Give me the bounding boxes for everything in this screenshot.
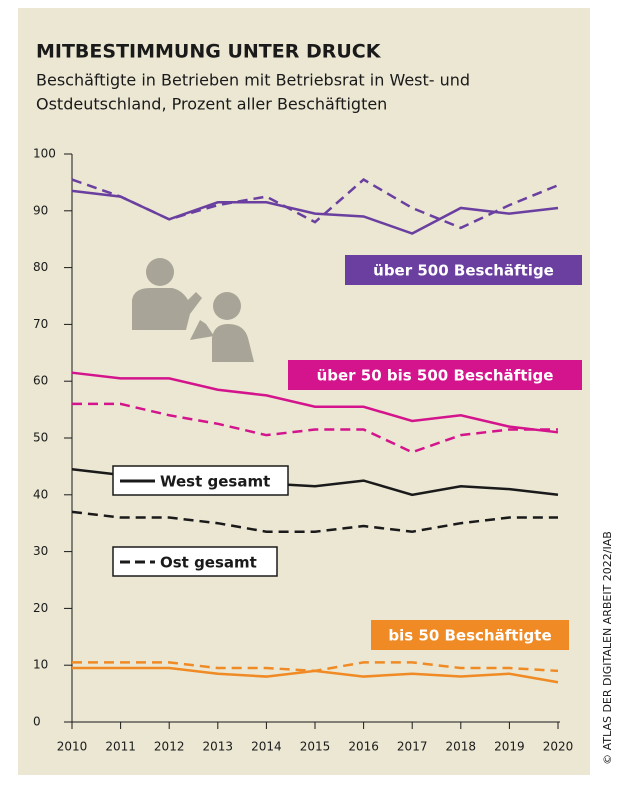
series-label: über 500 Beschäftige [373, 262, 554, 280]
line-ost [72, 661, 559, 673]
x-tick-label: 2019 [494, 740, 525, 754]
line-ost [71, 510, 558, 533]
subtitle: Ostdeutschland, Prozent aller Beschäftig… [36, 95, 387, 114]
people-icon [132, 258, 254, 362]
y-tick-label: 10 [33, 658, 48, 672]
chart-title: MITBESTIMMUNG UNTER DRUCK [36, 41, 382, 63]
x-tick-label: 2020 [543, 740, 574, 754]
y-tick-label: 80 [33, 260, 48, 274]
x-tick-label: 2015 [300, 740, 331, 754]
x-tick-label: 2014 [251, 740, 282, 754]
y-tick-label: 40 [33, 487, 48, 501]
x-tick-label: 2010 [57, 740, 88, 754]
x-tick-label: 2011 [105, 740, 136, 754]
legend-label: Ost gesamt [160, 554, 257, 572]
series-label-box [371, 620, 569, 650]
y-tick-label: 100 [33, 147, 56, 161]
line-west [71, 371, 559, 434]
series-label-box [345, 255, 582, 285]
series-label: bis 50 Beschäftigte [388, 627, 551, 645]
y-tick-label: 90 [33, 203, 48, 217]
credit: © ATLAS DER DIGITALEN ARBEIT 2022/IAB [601, 531, 614, 765]
x-tick-label: 2012 [154, 740, 185, 754]
series-label: über 50 bis 500 Beschäftige [317, 367, 554, 385]
x-tick-label: 2013 [203, 740, 234, 754]
x-tick-label: 2018 [446, 740, 477, 754]
y-tick-label: 20 [33, 601, 48, 615]
x-tick-label: 2016 [348, 740, 379, 754]
y-tick-label: 70 [33, 317, 48, 331]
line-ost [71, 178, 559, 230]
y-tick-label: 0 [33, 715, 41, 729]
line-ost [72, 402, 558, 454]
y-tick-label: 50 [33, 431, 48, 445]
background [18, 8, 590, 775]
series-label-box [288, 360, 582, 390]
legend-label: West gesamt [160, 473, 270, 491]
y-tick-label: 30 [33, 544, 48, 558]
subtitle: Beschäftigte in Betrieben mit Betriebsra… [36, 71, 470, 90]
x-tick-label: 2017 [397, 740, 428, 754]
y-tick-label: 60 [33, 374, 48, 388]
